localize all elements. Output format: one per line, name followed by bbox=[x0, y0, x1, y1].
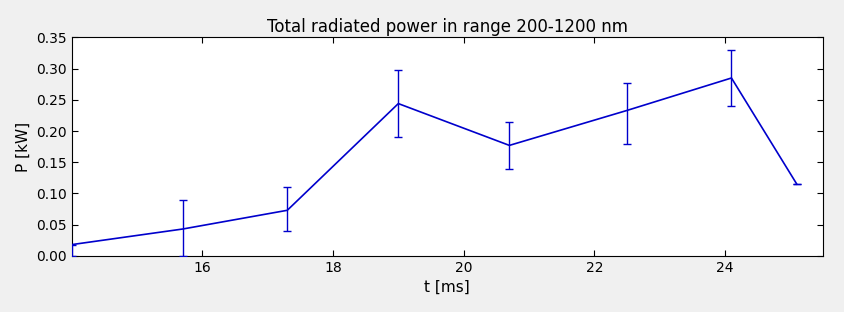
Title: Total radiated power in range 200-1200 nm: Total radiated power in range 200-1200 n… bbox=[267, 18, 628, 36]
Y-axis label: P [kW]: P [kW] bbox=[15, 122, 30, 172]
X-axis label: t [ms]: t [ms] bbox=[425, 280, 470, 295]
